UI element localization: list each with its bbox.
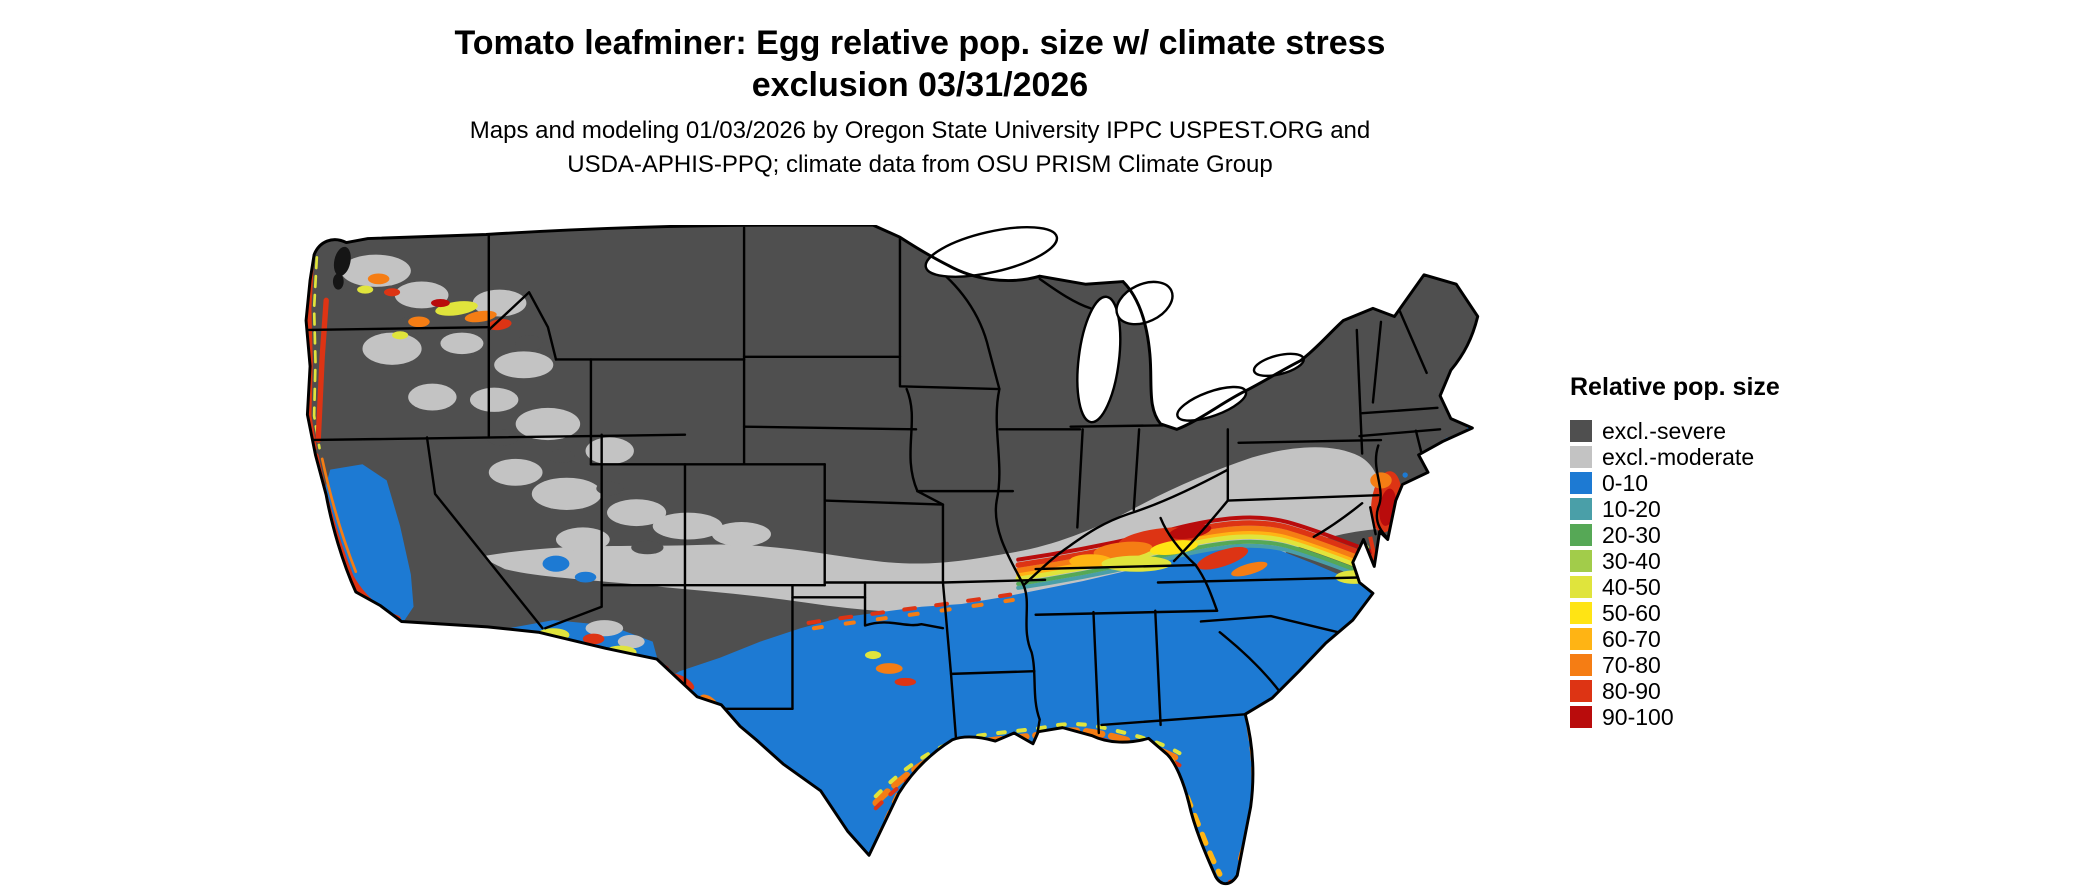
legend-item: 90-100 — [1570, 704, 1780, 730]
lake-superior — [924, 225, 1059, 278]
legend-item: 40-50 — [1570, 574, 1780, 600]
legend-item: 70-80 — [1570, 652, 1780, 678]
legend-label: 40-50 — [1602, 574, 1661, 600]
us-outline — [304, 223, 1480, 886]
legend-swatch — [1570, 576, 1592, 598]
legend-label: 0-10 — [1602, 470, 1649, 496]
us-map-svg — [304, 223, 1480, 886]
legend: Relative pop. size excl.-severe excl.-mo… — [1570, 372, 1780, 730]
legend-label: 30-40 — [1602, 548, 1661, 574]
legend-item: 80-90 — [1570, 678, 1780, 704]
legend-item: 60-70 — [1570, 626, 1780, 652]
legend-label: 70-80 — [1602, 652, 1661, 678]
legend-swatch — [1570, 680, 1592, 702]
legend-label: excl.-moderate — [1602, 444, 1755, 470]
legend-label: 60-70 — [1602, 626, 1661, 652]
region-excluded-severe — [306, 225, 1478, 884]
legend-swatch — [1570, 602, 1592, 624]
legend-item: 50-60 — [1570, 600, 1780, 626]
legend-item: 10-20 — [1570, 496, 1780, 522]
legend-swatch — [1570, 498, 1592, 520]
title-line-2: exclusion 03/31/2026 — [751, 66, 1089, 104]
legend-item: 20-30 — [1570, 522, 1780, 548]
legend-swatch — [1570, 628, 1592, 650]
legend-swatch — [1570, 706, 1592, 728]
legend-swatch — [1570, 524, 1592, 546]
us-map — [298, 223, 1514, 892]
legend-swatch — [1570, 446, 1592, 468]
lake-michigan — [1076, 295, 1122, 424]
legend-item: 0-10 — [1570, 470, 1780, 496]
subtitle-line-1: Maps and modeling 01/03/2026 by Oregon S… — [469, 117, 1371, 144]
title-line-1: Tomato leafminer: Egg relative pop. size… — [454, 24, 1386, 62]
transition-band — [806, 515, 1392, 631]
page-subtitle: Maps and modeling 01/03/2026 by Oregon S… — [0, 114, 1840, 182]
legend-label: 20-30 — [1602, 522, 1661, 548]
legend-item: 30-40 — [1570, 548, 1780, 574]
legend-item: excl.-severe — [1570, 418, 1780, 444]
legend-swatch — [1570, 420, 1592, 442]
legend-label: excl.-severe — [1602, 418, 1726, 444]
subtitle-line-2: USDA-APHIS-PPQ; climate data from OSU PR… — [567, 151, 1273, 178]
page-title: Tomato leafminer: Egg relative pop. size… — [0, 22, 1840, 106]
legend-swatch — [1570, 550, 1592, 572]
legend-label: 90-100 — [1602, 704, 1674, 730]
legend-label: 80-90 — [1602, 678, 1661, 704]
legend-title: Relative pop. size — [1570, 373, 1780, 401]
legend-swatch — [1570, 472, 1592, 494]
legend-label: 50-60 — [1602, 600, 1661, 626]
legend-label: 10-20 — [1602, 496, 1661, 522]
legend-item: excl.-moderate — [1570, 444, 1780, 470]
great-lakes — [924, 225, 1305, 424]
state-borders — [306, 225, 1442, 745]
legend-swatch — [1570, 654, 1592, 676]
